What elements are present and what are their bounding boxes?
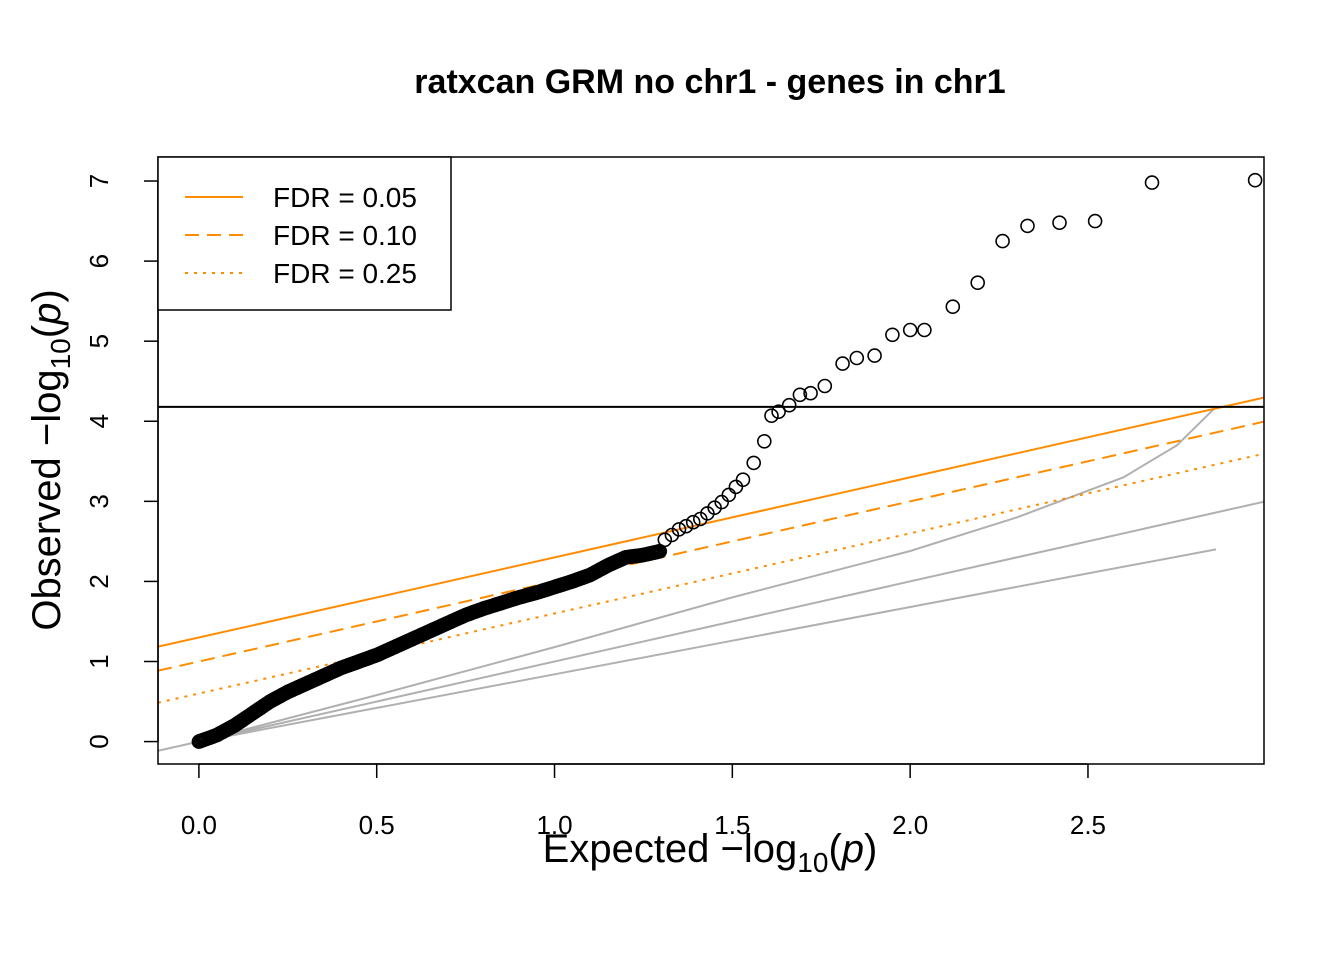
data-point	[721, 487, 737, 503]
x-tick-label: 2.5	[1070, 810, 1106, 840]
x-axis: 0.0 0.5 1.0 1.5 2.0 2.5	[181, 763, 1106, 840]
data-point	[671, 522, 687, 537]
legend: FDR = 0.05 FDR = 0.10 FDR = 0.25	[157, 156, 452, 311]
y-tick-label: 0	[84, 734, 114, 748]
y-tick-label: 4	[84, 414, 114, 428]
data-point	[728, 479, 744, 495]
reference-line-2	[198, 548, 1217, 743]
y-tick-label: 1	[84, 654, 114, 668]
data-point	[756, 433, 772, 449]
reference-line-1	[158, 500, 1264, 752]
data-point	[781, 397, 797, 413]
legend-label-2: FDR = 0.10	[273, 220, 417, 251]
data-point	[1087, 213, 1103, 229]
data-point	[735, 472, 751, 488]
x-axis-label-open: (	[828, 827, 842, 871]
y-tick-label: 6	[84, 254, 114, 268]
data-point	[764, 408, 779, 424]
data-point	[678, 518, 694, 534]
legend-label-3: FDR = 0.25	[273, 258, 417, 289]
x-axis-label-var: p	[841, 827, 864, 871]
data-point	[1052, 215, 1067, 230]
data-point	[1144, 175, 1160, 190]
x-axis-label-prefix: Expected −log	[543, 827, 798, 871]
fdr-line-2	[158, 420, 1264, 672]
y-tick-label: 7	[84, 174, 114, 188]
fdr-line-1	[158, 396, 1264, 648]
data-point	[835, 356, 850, 371]
fdr-line-3	[158, 452, 1264, 704]
data-point	[849, 350, 865, 366]
data-point	[685, 514, 701, 530]
x-tick-label: 0.0	[181, 810, 217, 840]
data-point	[657, 532, 673, 548]
data-point	[817, 378, 833, 394]
y-tick-label: 2	[84, 574, 114, 588]
data-point	[917, 322, 932, 338]
reference-line-3	[198, 406, 1217, 743]
y-axis-label-sub: 10	[45, 338, 76, 369]
data-point	[771, 404, 786, 420]
chart-title: ratxcan GRM no chr1 - genes in chr1	[414, 63, 1005, 101]
x-tick-label: 2.0	[892, 810, 928, 840]
x-axis-label-sub: 10	[797, 847, 828, 878]
data-point	[1020, 218, 1035, 234]
data-point	[945, 299, 961, 315]
data-point	[970, 275, 986, 291]
x-axis-label-close: )	[864, 827, 877, 871]
tail-points	[657, 172, 1263, 548]
data-point	[1247, 172, 1263, 188]
data-point	[867, 348, 882, 363]
data-point	[902, 322, 918, 338]
y-axis-label-close: )	[25, 289, 69, 302]
dense-points	[191, 543, 668, 749]
y-tick-label: 5	[84, 334, 114, 348]
y-tick-label: 3	[84, 494, 114, 508]
plot-area	[158, 172, 1264, 752]
x-axis-label: Expected −log10(p)	[543, 827, 878, 878]
y-axis-label: Observed −log10(p)	[25, 289, 76, 630]
data-point	[792, 387, 808, 403]
data-point	[746, 455, 762, 471]
y-axis-label-var: p	[25, 303, 69, 326]
x-tick-label: 1.0	[536, 810, 572, 840]
legend-box	[157, 156, 452, 311]
data-point	[885, 327, 900, 343]
y-axis-label-open: (	[25, 324, 69, 338]
x-tick-label: 1.5	[714, 810, 750, 840]
y-axis: 0 1 2 3 4 5 6 7	[84, 174, 159, 749]
data-point	[803, 385, 818, 401]
y-axis-label-prefix: Observed −log	[25, 369, 69, 630]
x-tick-label: 0.5	[359, 810, 395, 840]
data-point	[995, 233, 1010, 249]
legend-label-1: FDR = 0.05	[273, 182, 417, 213]
